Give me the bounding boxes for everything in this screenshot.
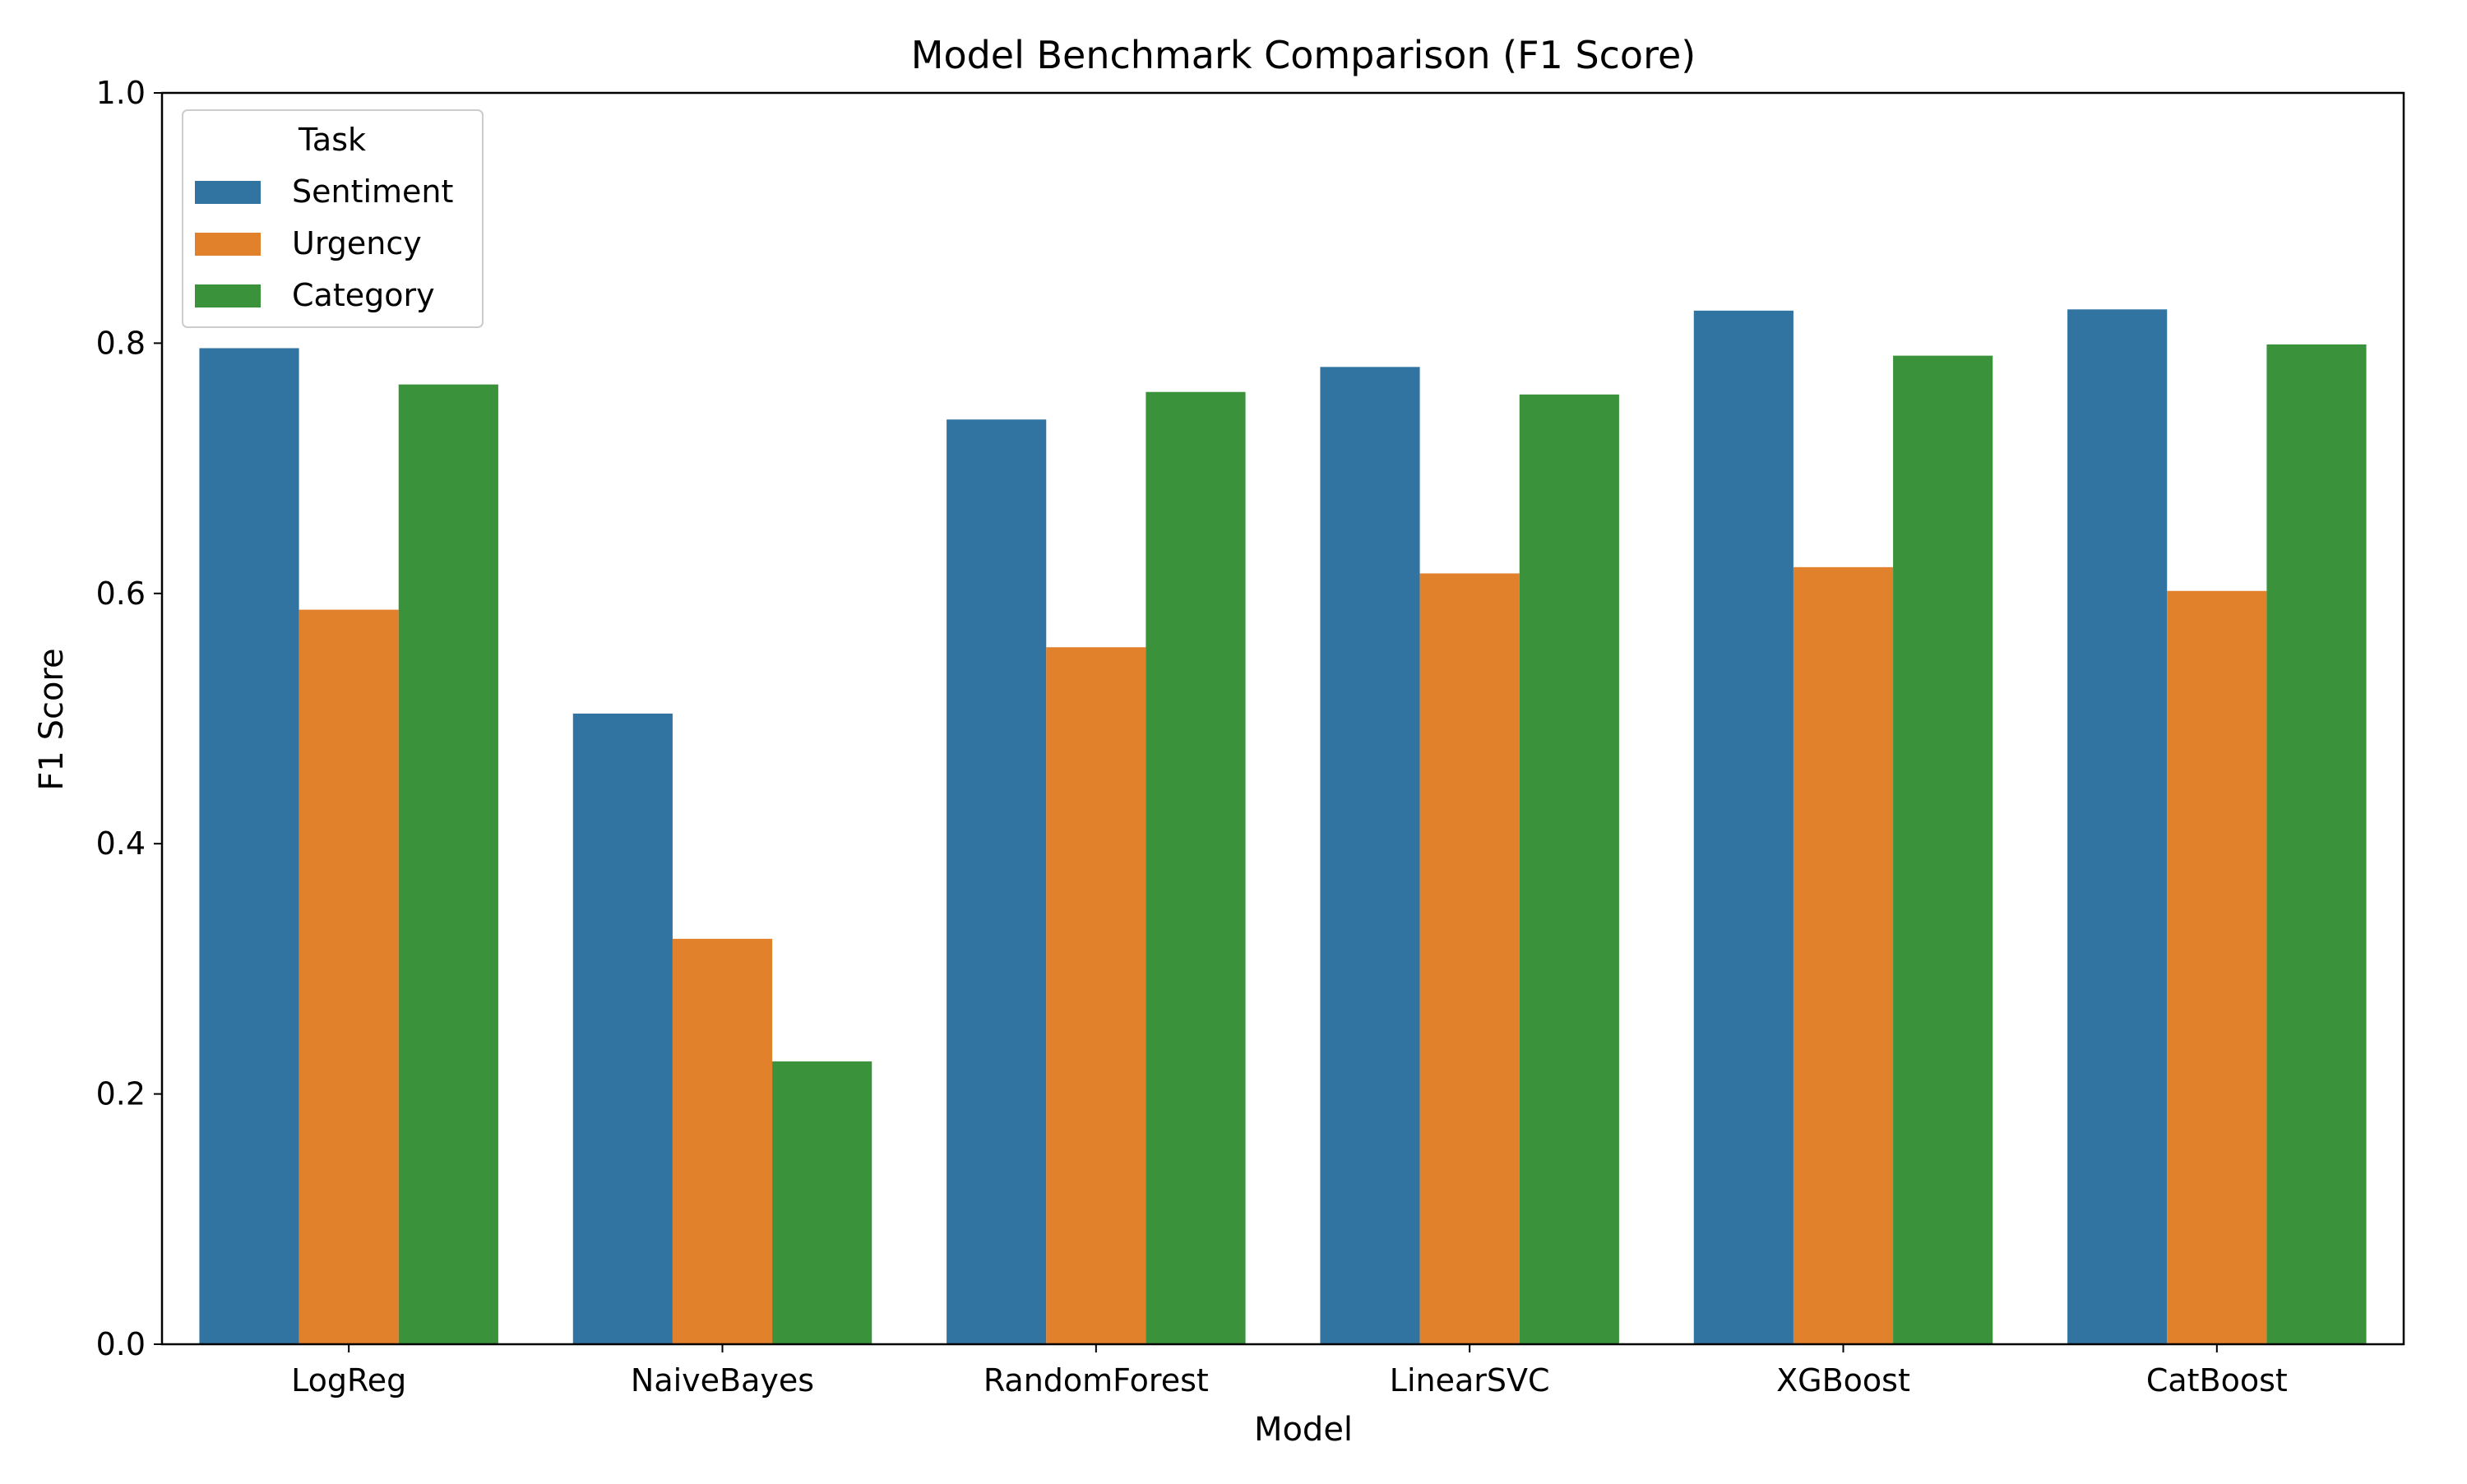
legend-swatch-urgency	[195, 233, 261, 256]
y-tick-label: 1.0	[96, 75, 146, 111]
legend: Task Sentiment Urgency Category	[182, 109, 484, 328]
bar-naivebayes-urgency	[672, 938, 773, 1344]
y-axis-label: F1 Score	[33, 648, 71, 790]
x-tick-label: NaiveBayes	[631, 1362, 814, 1398]
bar-randomforest-category	[1146, 391, 1246, 1344]
y-tick-label: 0.6	[96, 576, 146, 612]
y-tick-label: 0.0	[96, 1326, 146, 1362]
bar-naivebayes-category	[772, 1061, 872, 1344]
legend-label-category: Category	[292, 277, 435, 313]
legend-label-urgency: Urgency	[292, 225, 422, 261]
chart-title: Model Benchmark Comparison (F1 Score)	[911, 33, 1696, 77]
y-tick-label: 0.8	[96, 325, 146, 361]
y-tick-label: 0.2	[96, 1076, 146, 1112]
bar-logreg-category	[398, 384, 498, 1345]
bar-linearsvc-category	[1519, 394, 1619, 1344]
bar-xgboost-category	[1893, 355, 1993, 1344]
x-tick-label: XGBoost	[1776, 1362, 1910, 1398]
x-axis-label: Model	[1254, 1411, 1353, 1449]
bar-catboost-urgency	[2167, 590, 2267, 1344]
bar-linearsvc-sentiment	[1320, 367, 1420, 1344]
plot-frame	[160, 91, 2405, 1346]
x-tick-label: LogReg	[291, 1362, 406, 1398]
bar-catboost-category	[2266, 344, 2367, 1344]
bar-catboost-sentiment	[2067, 309, 2168, 1344]
bar-naivebayes-sentiment	[572, 713, 673, 1344]
legend-label-sentiment: Sentiment	[292, 173, 453, 210]
bar-randomforest-sentiment	[947, 419, 1047, 1345]
axes-layer: LogReg NaiveBayes RandomForest LinearSVC XGB…	[96, 75, 2405, 1398]
legend-swatch-sentiment	[195, 181, 261, 204]
bar-randomforest-urgency	[1046, 647, 1146, 1344]
legend-box	[182, 109, 484, 328]
bars-layer	[199, 309, 2367, 1345]
bar-logreg-urgency	[299, 609, 399, 1344]
bar-xgboost-urgency	[1793, 566, 1894, 1344]
bar-logreg-sentiment	[199, 348, 299, 1344]
y-tick-label: 0.4	[96, 825, 146, 862]
legend-swatch-category	[195, 284, 261, 307]
x-tick-label: CatBoost	[2146, 1362, 2288, 1398]
bar-linearsvc-urgency	[1419, 573, 1520, 1344]
x-tick-label: LinearSVC	[1390, 1362, 1550, 1398]
x-tick-label: RandomForest	[984, 1362, 1209, 1398]
bar-xgboost-sentiment	[1693, 310, 1794, 1344]
legend-title: Task	[298, 122, 366, 158]
